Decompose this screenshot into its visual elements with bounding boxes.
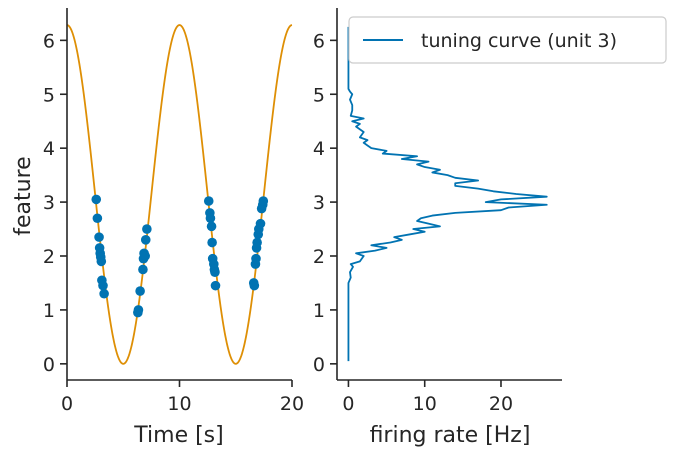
left-y-tick-label: 2: [43, 246, 55, 268]
left-y-tick-label: 5: [43, 84, 55, 106]
spike-point: [251, 253, 261, 264]
right-y-tick-label: 4: [313, 138, 325, 160]
left-y-tick-label: 1: [43, 300, 55, 322]
tuning-curve-line: [347, 26, 548, 362]
right-x-tick-label: 0: [342, 393, 354, 415]
spike-point: [249, 280, 260, 291]
left-plot-area: [66, 24, 293, 365]
spike-point: [140, 235, 151, 245]
right-y-tick-label: 3: [313, 192, 325, 214]
right-plot-area: [347, 26, 548, 362]
spike-point: [142, 224, 152, 234]
spike-point: [135, 286, 145, 296]
spike-point: [252, 237, 262, 248]
legend: tuning curve (unit 3): [348, 16, 667, 64]
left-x-tick-label: 20: [280, 393, 304, 415]
right-x-ticks: 0 10 20: [342, 380, 513, 415]
spike-point: [98, 280, 108, 291]
legend-box: [348, 16, 667, 64]
spike-point: [99, 288, 109, 299]
spike-point: [92, 213, 103, 224]
spike-point: [96, 256, 107, 267]
spike-point: [140, 251, 150, 261]
left-x-tick-label: 0: [61, 393, 73, 415]
left-x-ticks: 0 10 20: [61, 380, 304, 415]
legend-entry-label: tuning curve (unit 3): [421, 30, 617, 52]
left-y-tick-label: 6: [43, 30, 55, 52]
spike-point: [210, 280, 221, 291]
spike-point: [94, 232, 104, 242]
trajectory-line: [66, 24, 293, 365]
left-x-axis-label: Time [s]: [133, 423, 223, 448]
right-y-tick-label: 0: [313, 354, 325, 376]
spike-point: [203, 196, 214, 206]
spike-point: [206, 221, 217, 232]
left-y-tick-label: 4: [43, 138, 55, 160]
right-y-tick-label: 1: [313, 300, 325, 322]
right-y-tick-label: 2: [313, 246, 325, 268]
spike-point: [258, 196, 269, 206]
right-x-axis-label: firing rate [Hz]: [370, 423, 531, 448]
spike-point: [210, 267, 220, 277]
left-y-tick-label: 0: [43, 354, 55, 376]
left-x-tick-label: 10: [167, 393, 191, 415]
right-y-tick-label: 5: [313, 84, 325, 106]
right-x-tick-label: 10: [413, 393, 437, 415]
left-y-ticks: 0 1 2 3 4 5 6: [43, 30, 67, 376]
spike-point: [207, 237, 217, 248]
spike-point: [133, 305, 144, 315]
left-y-tick-label: 3: [43, 192, 55, 214]
left-panel: 0 10 20 0 1 2 3 4 5 6 Time [s] feature: [11, 8, 304, 448]
left-y-axis-label: feature: [11, 156, 36, 235]
spike-point: [91, 194, 102, 205]
spike-point: [138, 264, 148, 275]
right-y-ticks: 0 1 2 3 4 5 6: [313, 30, 337, 376]
spike-point: [255, 218, 266, 229]
right-x-tick-label: 20: [489, 393, 513, 415]
right-panel: 0 10 20 0 1 2 3 4 5 6 firing rate [Hz] tuning cu…: [313, 8, 667, 448]
right-y-tick-label: 6: [313, 30, 325, 52]
spike-point: [205, 213, 216, 224]
